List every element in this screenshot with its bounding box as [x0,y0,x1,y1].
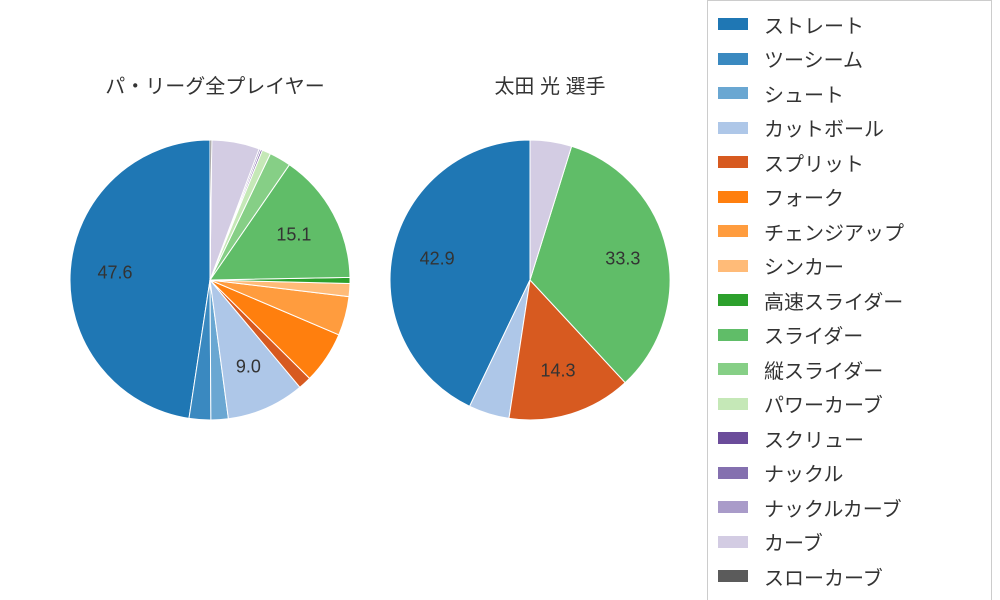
legend-label-split: スプリット [764,148,864,177]
legend-swatch-straight [718,18,748,30]
legend-swatch-cutball [718,122,748,134]
legend-label-cutball: カットボール [764,113,884,142]
legend-item-slider: スライダー [718,318,981,353]
pie-chart-player: 42.9 14.3 33.3 [390,140,670,420]
legend-swatch-fast_slider [718,294,748,306]
legend-label-slider: スライダー [764,320,863,349]
legend-item-curve: カーブ [718,525,981,560]
legend-swatch-knuckle_curve [718,501,748,513]
legend-label-knuckle_curve: ナックルカーブ [764,493,902,522]
legend-label-fork: フォーク [764,182,844,211]
legend-item-changeup: チェンジアップ [718,214,981,249]
legend-item-twoseam: ツーシーム [718,42,981,77]
pie-slice-straight [70,140,210,418]
legend-swatch-shoot [718,87,748,99]
legend-label-v_slider: 縦スライダー [764,355,883,384]
legend-item-shoot: シュート [718,76,981,111]
pie-label-cutball: 9.0 [236,357,261,378]
legend-swatch-power_curve [718,398,748,410]
legend-item-split: スプリット [718,145,981,180]
legend-label-straight: ストレート [764,10,864,39]
legend-swatch-fork [718,191,748,203]
legend-label-screw: スクリュー [764,424,864,453]
legend-item-straight: ストレート [718,7,981,42]
legend-item-power_curve: パワーカーブ [718,387,981,422]
pie-svg [390,140,670,420]
legend-item-knuckle_curve: ナックルカーブ [718,490,981,525]
legend-swatch-curve [718,536,748,548]
legend-item-v_slider: 縦スライダー [718,352,981,387]
pie-label-straight: 42.9 [420,248,455,269]
pie-label-slider: 33.3 [605,248,640,269]
legend-label-shoot: シュート [764,79,844,108]
legend-item-fast_slider: 高速スライダー [718,283,981,318]
legend-label-fast_slider: 高速スライダー [764,286,903,315]
legend: ストレートツーシームシュートカットボールスプリットフォークチェンジアップシンカー… [707,0,992,600]
pie-label-straight: 47.6 [98,262,133,283]
legend-item-fork: フォーク [718,180,981,215]
legend-label-sinker: シンカー [764,251,844,280]
chart-title-league: パ・リーグ全プレイヤー [65,70,365,99]
legend-label-curve: カーブ [764,527,823,556]
legend-item-cutball: カットボール [718,111,981,146]
legend-swatch-slow_curve [718,570,748,582]
legend-swatch-split [718,156,748,168]
legend-swatch-slider [718,329,748,341]
legend-swatch-changeup [718,225,748,237]
legend-swatch-v_slider [718,363,748,375]
legend-label-changeup: チェンジアップ [764,217,904,246]
chart-stage: パ・リーグ全プレイヤー 太田 光 選手 47.6 9.0 15.1 42.9 14.3… [0,0,1000,600]
legend-swatch-knuckle [718,467,748,479]
legend-label-power_curve: パワーカーブ [764,389,883,418]
pie-chart-league: 47.6 9.0 15.1 [70,140,350,420]
legend-swatch-sinker [718,260,748,272]
pie-label-split: 14.3 [540,360,575,381]
legend-label-twoseam: ツーシーム [764,44,863,73]
legend-label-slow_curve: スローカーブ [764,562,883,591]
legend-label-knuckle: ナックル [764,458,843,487]
pie-label-slider: 15.1 [276,224,311,245]
legend-item-screw: スクリュー [718,421,981,456]
legend-swatch-twoseam [718,53,748,65]
legend-item-sinker: シンカー [718,249,981,284]
legend-item-knuckle: ナックル [718,456,981,491]
legend-item-slow_curve: スローカーブ [718,559,981,594]
legend-swatch-screw [718,432,748,444]
chart-title-player: 太田 光 選手 [400,70,700,99]
